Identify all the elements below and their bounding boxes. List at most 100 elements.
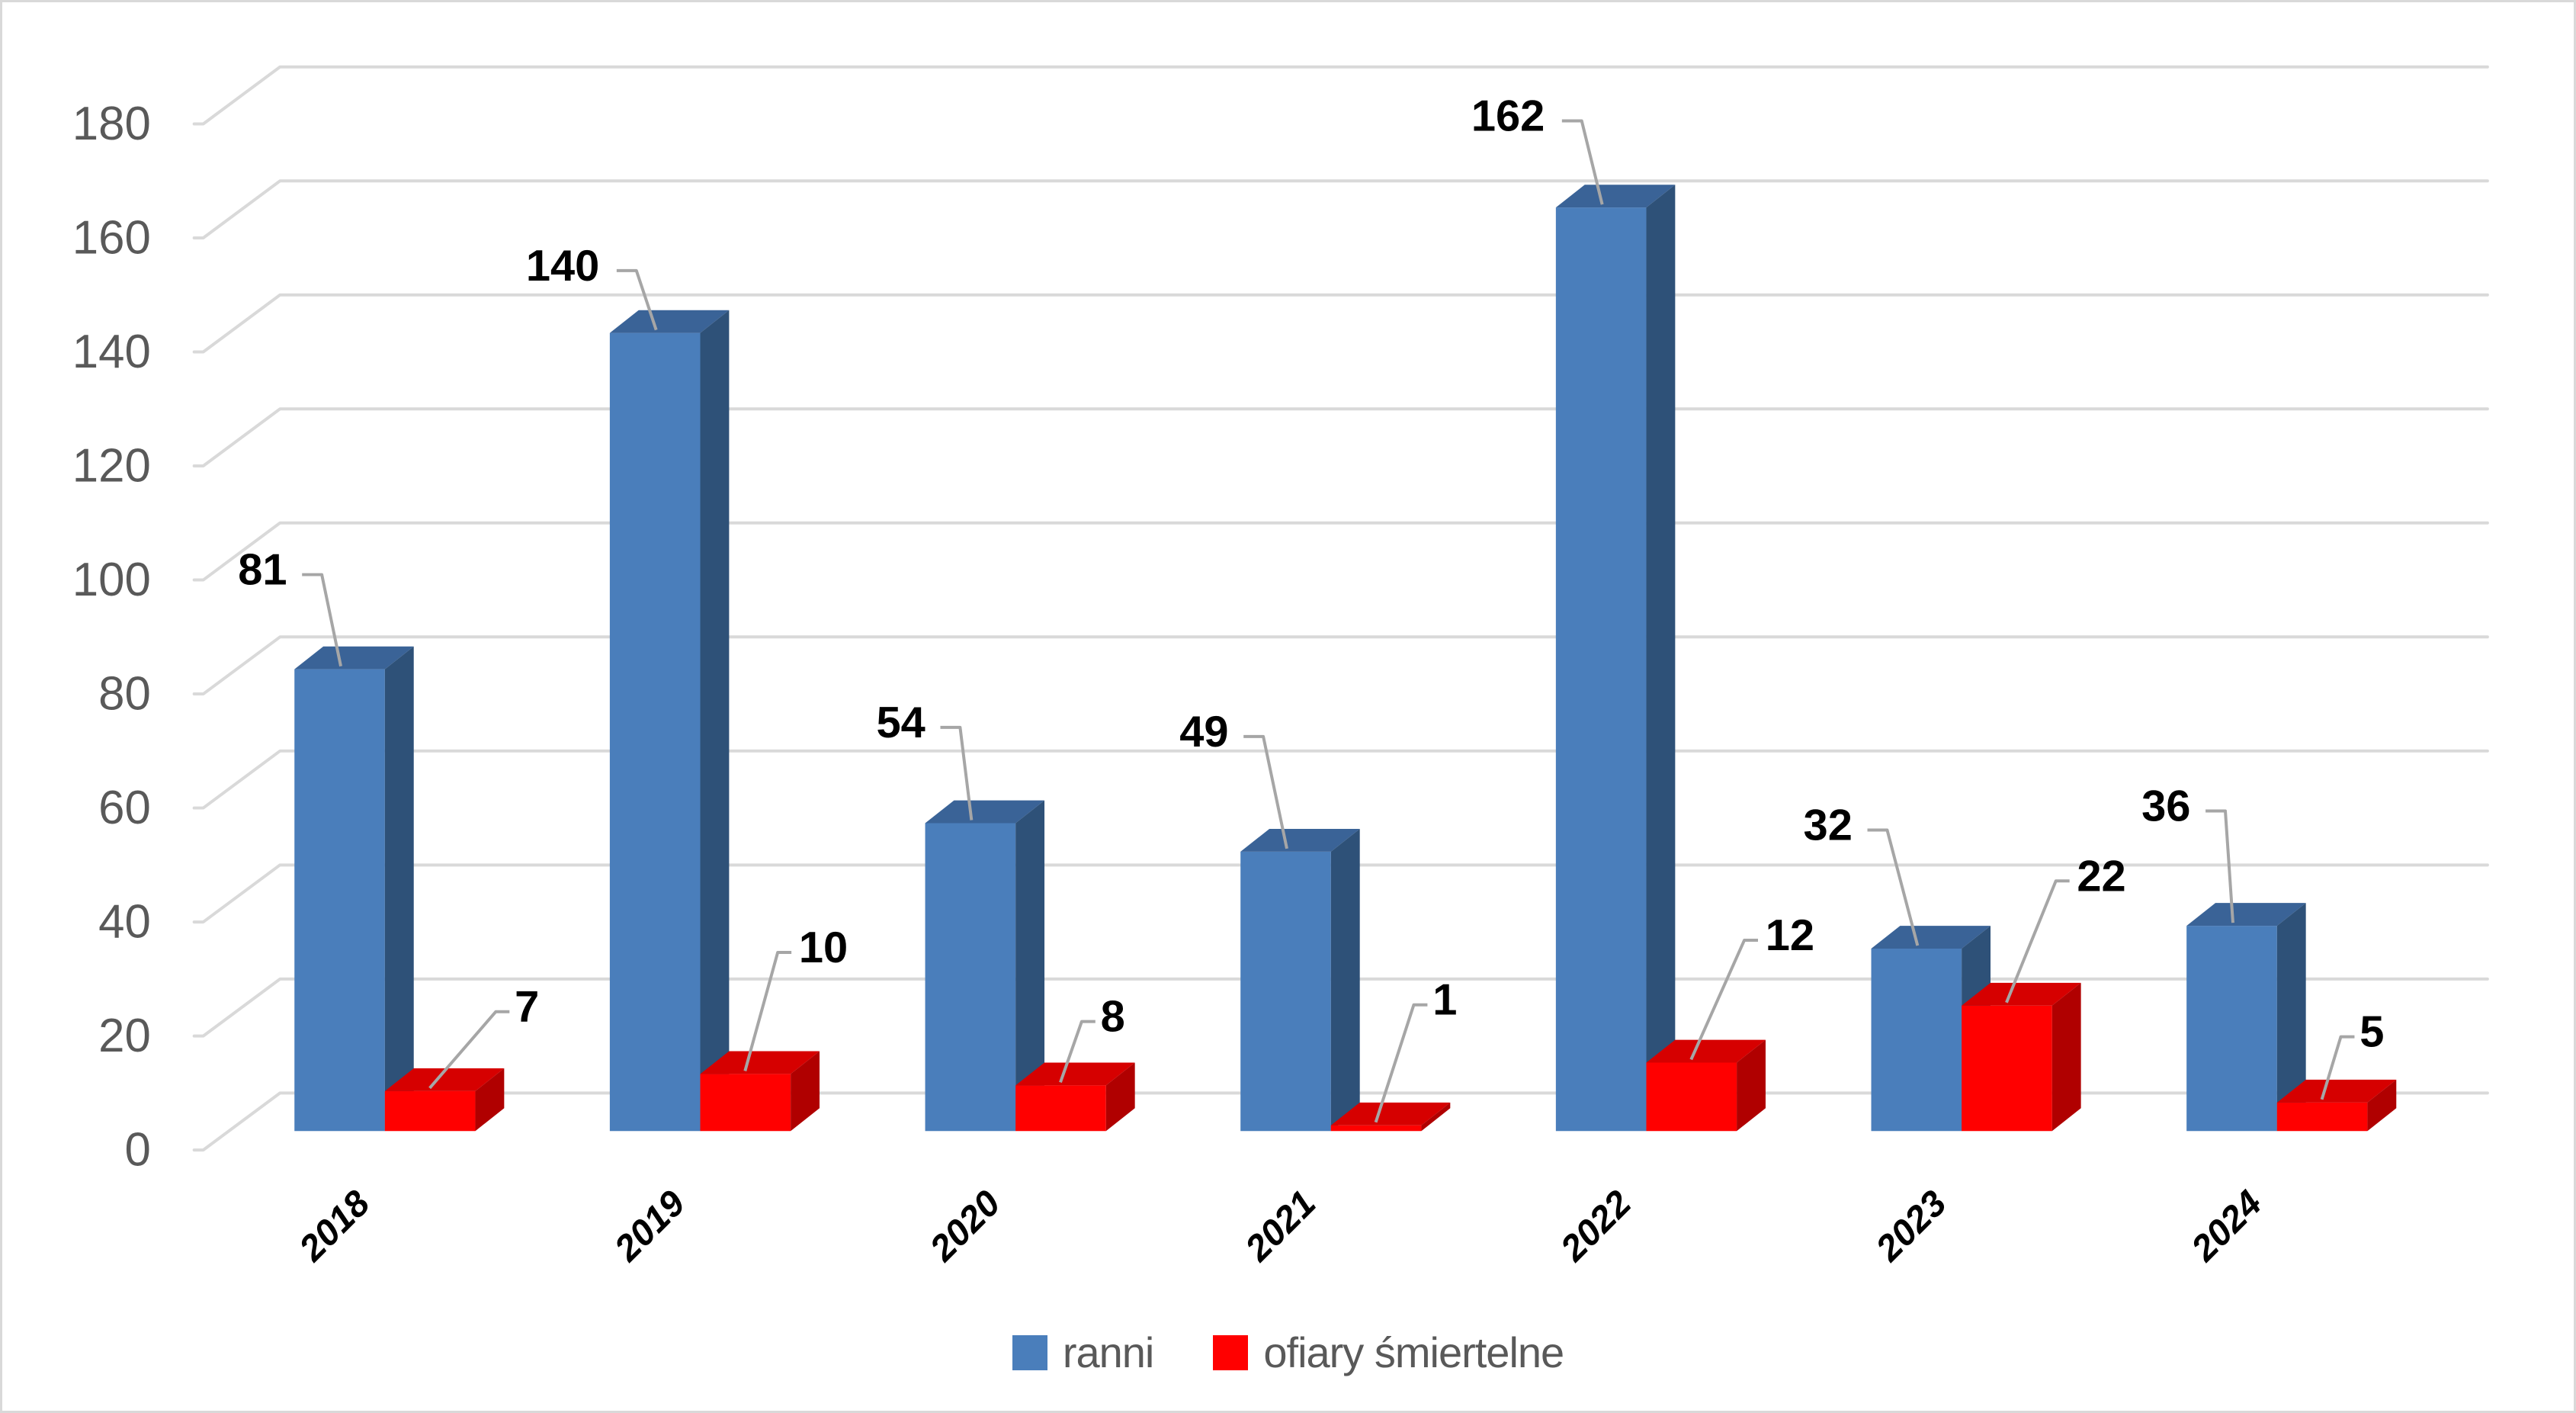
bar-ranni-2020-side[interactable] <box>1015 800 1045 1132</box>
bar-ofiary-smiertelne-2019-side[interactable] <box>791 1051 820 1132</box>
leader-line-ofiary-smiertelne-2018 <box>428 1010 510 1090</box>
leader-line-ranni-2022 <box>1561 119 1604 205</box>
bar-ofiary-smiertelne-2018-front[interactable] <box>384 1090 476 1132</box>
y-axis-label-140: 140 <box>72 326 151 378</box>
x-axis-label-2020: 2020 <box>922 1183 1009 1270</box>
data-label-ranni-2021: 49 <box>1179 708 1228 756</box>
gridline-120 <box>192 407 2489 468</box>
gridline-60 <box>192 749 2489 810</box>
y-axis-label-180: 180 <box>72 98 151 150</box>
bar-ofiary-smiertelne-2018-side[interactable] <box>475 1068 505 1132</box>
bar-ranni-2020-front[interactable] <box>925 823 1016 1132</box>
bar-ofiary-smiertelne-2024-side[interactable] <box>2367 1079 2397 1132</box>
bar-ofiary-smiertelne-2023-top[interactable] <box>1962 982 2081 1006</box>
bar-ofiary-smiertelne-2020-side[interactable] <box>1105 1062 1135 1132</box>
leader-line-ofiary-smiertelne-2021 <box>1374 1003 1428 1123</box>
bar-ranni-2021-side[interactable] <box>1330 828 1360 1132</box>
leader-line-ofiary-smiertelne-2024 <box>2320 1035 2355 1100</box>
gridline-100 <box>192 521 2489 582</box>
bar-ranni-2021-top[interactable] <box>1240 828 1360 852</box>
bar-ofiary-smiertelne-2021-top[interactable] <box>1330 1102 1451 1126</box>
leader-line-ranni-2020 <box>940 725 974 821</box>
data-label-ranni-2019: 140 <box>526 242 599 291</box>
bar-ranni-2023-top[interactable] <box>1871 926 1991 949</box>
y-axis-label-100: 100 <box>72 554 151 606</box>
bar-ofiary-smiertelne-2020-front[interactable] <box>1015 1085 1106 1132</box>
gridline-140 <box>192 293 2489 354</box>
data-label-ranni-2024: 36 <box>2141 782 2190 831</box>
leader-line-ranni-2024 <box>2205 809 2234 923</box>
y-axis-label-80: 80 <box>98 668 151 721</box>
bar-ranni-2018-side[interactable] <box>384 646 414 1132</box>
bar-ranni-2021-front[interactable] <box>1240 851 1331 1132</box>
leader-line-ranni-2023 <box>1867 828 1920 946</box>
leader-line-ranni-2019 <box>616 268 658 331</box>
data-label-ofiary-smiertelne-2018: 7 <box>515 983 539 1032</box>
leader-line-ranni-2018 <box>302 573 342 667</box>
bar-ranni-2024-top[interactable] <box>2186 903 2306 926</box>
bar-ranni-2020-top[interactable] <box>925 800 1045 824</box>
legend-item-ranni[interactable]: ranni <box>1012 1328 1154 1377</box>
y-axis-label-20: 20 <box>98 1010 151 1062</box>
bar-ranni-2018-front[interactable] <box>294 669 385 1132</box>
gridline-180 <box>192 65 2489 126</box>
bar-ranni-2019-front[interactable] <box>609 332 701 1132</box>
y-axis-label-0: 0 <box>124 1124 150 1177</box>
bar-ranni-2022-front[interactable] <box>1555 207 1647 1132</box>
x-axis-label-2022: 2022 <box>1553 1183 1640 1270</box>
data-label-ofiary-smiertelne-2024: 5 <box>2359 1008 2384 1057</box>
x-axis-label-2019: 2019 <box>607 1183 694 1270</box>
data-label-ofiary-smiertelne-2022: 12 <box>1766 911 1814 960</box>
x-axis-label-2023: 2023 <box>1868 1183 1955 1270</box>
bar-ofiary-smiertelne-2021-side[interactable] <box>1421 1102 1451 1132</box>
x-axis-label-2018: 2018 <box>291 1183 378 1270</box>
bar-ofiary-smiertelne-2024-front[interactable] <box>2276 1102 2368 1132</box>
bar-ofiary-smiertelne-2019-front[interactable] <box>700 1074 791 1132</box>
bar-ofiary-smiertelne-2024-top[interactable] <box>2276 1079 2397 1103</box>
bar-ranni-2022-side[interactable] <box>1646 185 1676 1132</box>
bar-ranni-2018-top[interactable] <box>294 646 414 670</box>
gridline-40 <box>192 863 2489 924</box>
leader-line-ofiary-smiertelne-2022 <box>1689 939 1758 1061</box>
data-label-ranni-2023: 32 <box>1804 801 1853 849</box>
bar-ofiary-smiertelne-2021-front[interactable] <box>1330 1125 1422 1132</box>
leader-line-ofiary-smiertelne-2020 <box>1059 1020 1096 1084</box>
bar-ranni-2024-side[interactable] <box>2276 903 2306 1132</box>
bar-ofiary-smiertelne-2022-top[interactable] <box>1646 1039 1766 1063</box>
bar-ofiary-smiertelne-2023-front[interactable] <box>1962 1005 2052 1132</box>
x-axis-label-2024: 2024 <box>2183 1183 2270 1269</box>
bar-ofiary-smiertelne-2023-side[interactable] <box>2051 982 2081 1132</box>
bar-ranni-2019-top[interactable] <box>609 310 730 333</box>
bar-ofiary-smiertelne-2019-top[interactable] <box>700 1051 820 1074</box>
data-label-ofiary-smiertelne-2020: 8 <box>1101 993 1125 1042</box>
legend-label-ofiary-smiertelne: ofiary śmiertelne <box>1263 1328 1564 1376</box>
bar-ranni-2019-side[interactable] <box>700 310 730 1132</box>
data-label-ranni-2022: 162 <box>1471 92 1545 141</box>
bar-ofiary-smiertelne-2022-front[interactable] <box>1646 1062 1737 1132</box>
legend-swatch-ranni <box>1012 1334 1047 1370</box>
y-axis-label-40: 40 <box>98 896 151 949</box>
leader-line-ranni-2021 <box>1243 734 1288 849</box>
bar-ranni-2022-top[interactable] <box>1555 185 1676 208</box>
y-axis-label-60: 60 <box>98 782 151 834</box>
legend-swatch-ofiary-smiertelne <box>1213 1334 1249 1370</box>
data-label-ofiary-smiertelne-2023: 22 <box>2077 852 2125 901</box>
data-label-ofiary-smiertelne-2021: 1 <box>1432 976 1457 1025</box>
bar-ofiary-smiertelne-2020-top[interactable] <box>1015 1062 1135 1086</box>
chart-legend: ranni ofiary śmiertelne <box>2 1328 2574 1377</box>
bar-ranni-2023-front[interactable] <box>1871 948 1962 1132</box>
gridline-80 <box>192 635 2489 696</box>
data-label-ranni-2020: 54 <box>877 698 925 747</box>
data-label-ranni-2018: 81 <box>238 546 287 595</box>
leader-line-ofiary-smiertelne-2023 <box>2005 879 2070 1004</box>
bar-ofiary-smiertelne-2022-side[interactable] <box>1737 1039 1766 1132</box>
leader-line-ofiary-smiertelne-2019 <box>743 950 792 1071</box>
bar-ofiary-smiertelne-2018-top[interactable] <box>384 1068 505 1091</box>
gridline-160 <box>192 179 2489 239</box>
bar-ranni-2024-front[interactable] <box>2186 926 2277 1132</box>
legend-item-ofiary-smiertelne[interactable]: ofiary śmiertelne <box>1213 1328 1564 1377</box>
legend-label-ranni: ranni <box>1062 1328 1155 1376</box>
data-label-ofiary-smiertelne-2019: 10 <box>799 923 848 972</box>
